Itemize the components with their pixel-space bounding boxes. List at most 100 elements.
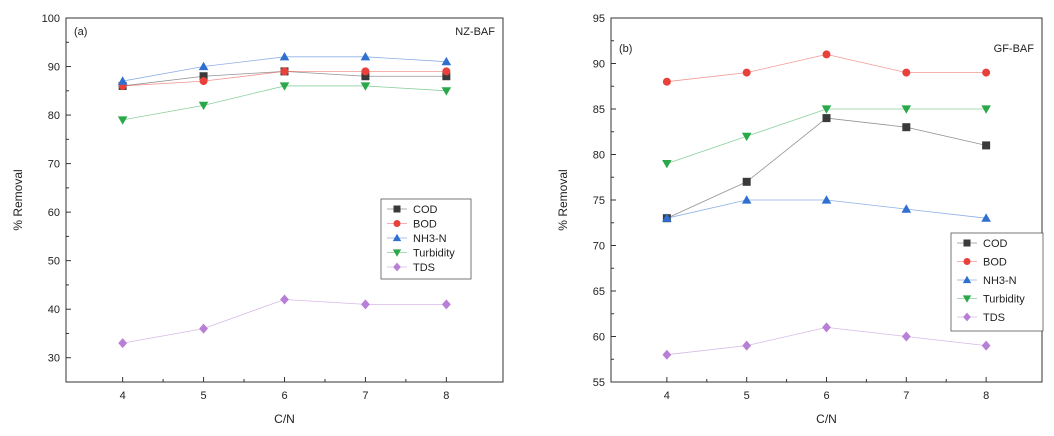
data-point bbox=[742, 177, 751, 186]
legend-item: COD bbox=[957, 238, 1008, 250]
data-point bbox=[118, 338, 128, 349]
x-tick-label: 8 bbox=[443, 390, 449, 402]
x-axis-label: C/N bbox=[816, 412, 837, 426]
series-cod bbox=[662, 114, 991, 223]
series-turbidity bbox=[117, 82, 452, 125]
data-point bbox=[901, 204, 912, 213]
data-point bbox=[822, 50, 831, 59]
data-point bbox=[822, 322, 831, 333]
y-tick-label: 70 bbox=[593, 241, 605, 253]
data-point bbox=[662, 213, 672, 222]
series-tds bbox=[662, 322, 991, 360]
legend-item: COD bbox=[387, 204, 438, 216]
data-point bbox=[662, 160, 672, 169]
legend-item: NH3-N bbox=[957, 275, 1017, 287]
data-point bbox=[902, 68, 911, 77]
legend-marker bbox=[392, 249, 402, 257]
data-point bbox=[361, 67, 370, 76]
data-point bbox=[117, 116, 128, 125]
x-tick-label: 8 bbox=[983, 390, 989, 402]
x-tick-label: 4 bbox=[120, 390, 126, 402]
data-point bbox=[901, 331, 911, 342]
y-tick-label: 100 bbox=[42, 13, 60, 25]
panel-label: (b) bbox=[619, 43, 632, 55]
legend-marker bbox=[393, 220, 401, 227]
series-line bbox=[122, 85, 447, 121]
data-point bbox=[361, 299, 370, 310]
data-point bbox=[981, 213, 991, 222]
x-tick-label: 6 bbox=[823, 390, 829, 402]
legend-label: BOD bbox=[413, 219, 437, 231]
data-point bbox=[279, 52, 290, 61]
y-tick-label: 60 bbox=[593, 332, 605, 344]
data-point bbox=[117, 76, 128, 85]
x-tick-label: 5 bbox=[201, 390, 207, 402]
legend-item: Turbidity bbox=[957, 294, 1025, 306]
data-point bbox=[662, 77, 671, 86]
data-point bbox=[441, 299, 451, 310]
y-tick-label: 75 bbox=[593, 195, 605, 207]
legend-marker bbox=[962, 275, 972, 284]
data-point bbox=[741, 132, 752, 142]
legend-label: NH3-N bbox=[983, 275, 1017, 287]
y-tick-label: 50 bbox=[48, 256, 60, 268]
data-point bbox=[742, 68, 751, 77]
y-tick-label: 90 bbox=[593, 59, 605, 71]
legend-marker bbox=[963, 312, 971, 322]
legend-marker bbox=[963, 258, 971, 265]
legend-item: TDS bbox=[387, 262, 435, 274]
y-tick-label: 80 bbox=[593, 150, 605, 162]
legend-item: BOD bbox=[957, 257, 1007, 269]
y-tick-label: 80 bbox=[48, 110, 60, 122]
y-axis-label: % Removal bbox=[11, 169, 25, 230]
data-point bbox=[442, 67, 451, 76]
y-tick-label: 55 bbox=[593, 377, 605, 389]
chart-panel-b: 55 60 65 70 75 80 85 90 95 4 5 6 7 8 C/N % Removal (b) GF… bbox=[556, 13, 1044, 426]
data-point bbox=[280, 294, 289, 305]
legend-label: TDS bbox=[983, 312, 1005, 324]
legend-marker bbox=[962, 295, 972, 303]
data-point bbox=[441, 56, 452, 66]
data-point bbox=[742, 340, 752, 351]
data-point bbox=[982, 141, 991, 150]
data-point bbox=[198, 101, 209, 111]
data-point bbox=[199, 72, 208, 81]
data-point bbox=[361, 72, 370, 81]
x-tick-label: 6 bbox=[281, 390, 287, 402]
y-tick-label: 85 bbox=[593, 104, 605, 116]
legend-marker bbox=[393, 262, 401, 272]
legend-marker bbox=[393, 205, 401, 213]
legend-marker bbox=[392, 233, 402, 242]
y-tick-label: 60 bbox=[48, 207, 60, 219]
legend-item: BOD bbox=[387, 219, 437, 231]
x-tick-label: 7 bbox=[903, 390, 909, 402]
y-tick-label: 95 bbox=[593, 13, 605, 25]
data-point bbox=[822, 114, 831, 123]
data-point bbox=[199, 77, 208, 86]
legend-label: COD bbox=[413, 204, 438, 216]
legend-item: Turbidity bbox=[387, 248, 455, 260]
chart-title: GF-BAF bbox=[994, 43, 1035, 55]
y-tick-label: 90 bbox=[48, 62, 60, 74]
data-point bbox=[360, 82, 371, 91]
series-bod bbox=[662, 50, 991, 86]
legend: COD BOD NH3-N Turbidity TDS bbox=[380, 198, 472, 280]
data-point bbox=[279, 82, 290, 91]
y-tick-label: 65 bbox=[593, 286, 605, 298]
legend-label: TDS bbox=[413, 262, 435, 274]
data-point bbox=[280, 67, 289, 76]
legend-item: NH3-N bbox=[387, 233, 447, 245]
x-tick-label: 7 bbox=[362, 390, 368, 402]
x-axis-label: C/N bbox=[274, 412, 295, 426]
data-point bbox=[198, 61, 209, 71]
y-tick-label: 70 bbox=[48, 159, 60, 171]
chart-panel-a: 30 40 50 60 70 80 90 100 4 5 6 7 8 C/N % Removal (a) NZ-… bbox=[11, 13, 504, 426]
data-point bbox=[821, 105, 832, 114]
data-point bbox=[442, 72, 451, 81]
legend-label: Turbidity bbox=[983, 294, 1025, 306]
x-tick-label: 5 bbox=[744, 390, 750, 402]
data-point bbox=[662, 349, 672, 360]
x-tick-label: 4 bbox=[664, 390, 670, 402]
legend-label: Turbidity bbox=[413, 248, 455, 260]
series-nh3-n bbox=[662, 195, 991, 222]
